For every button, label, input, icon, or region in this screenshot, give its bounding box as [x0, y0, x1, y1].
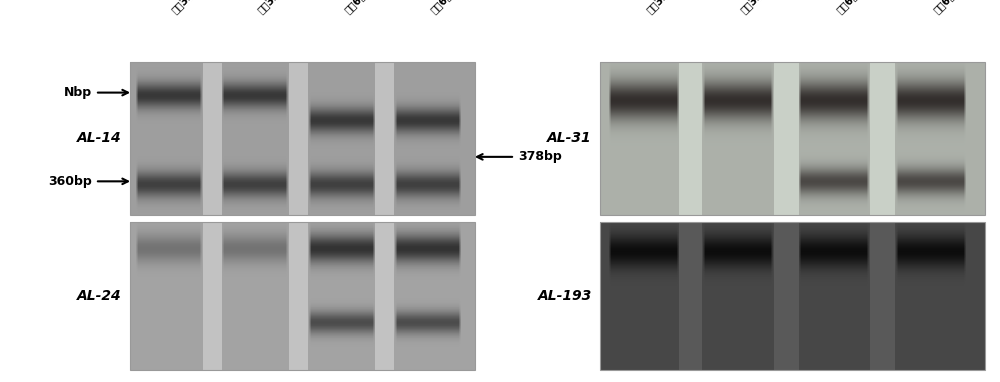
Text: AL-31: AL-31: [547, 131, 592, 146]
Text: 农刧3338: 农刧3338: [739, 0, 775, 15]
Text: Nbp: Nbp: [64, 86, 92, 99]
Text: 京冬6号: 京冬6号: [835, 0, 860, 15]
Text: 京冬6号: 京冬6号: [931, 0, 957, 15]
Bar: [130, 62, 475, 215]
Text: AL-24: AL-24: [77, 289, 122, 303]
Text: 京冬6号: 京冬6号: [342, 0, 368, 15]
Text: 农刧3338: 农刧3338: [644, 0, 681, 15]
Text: AL-14: AL-14: [77, 131, 122, 146]
Text: 农刧3338: 农刧3338: [256, 0, 292, 15]
Bar: [600, 62, 985, 215]
Text: 378bp: 378bp: [518, 151, 562, 163]
Text: 京冬6号: 京冬6号: [428, 0, 454, 15]
Text: 360bp: 360bp: [48, 175, 92, 188]
Bar: [600, 222, 985, 370]
Text: AL-193: AL-193: [538, 289, 592, 303]
Bar: [130, 222, 475, 370]
Text: 农刧3338: 农刧3338: [170, 0, 206, 15]
